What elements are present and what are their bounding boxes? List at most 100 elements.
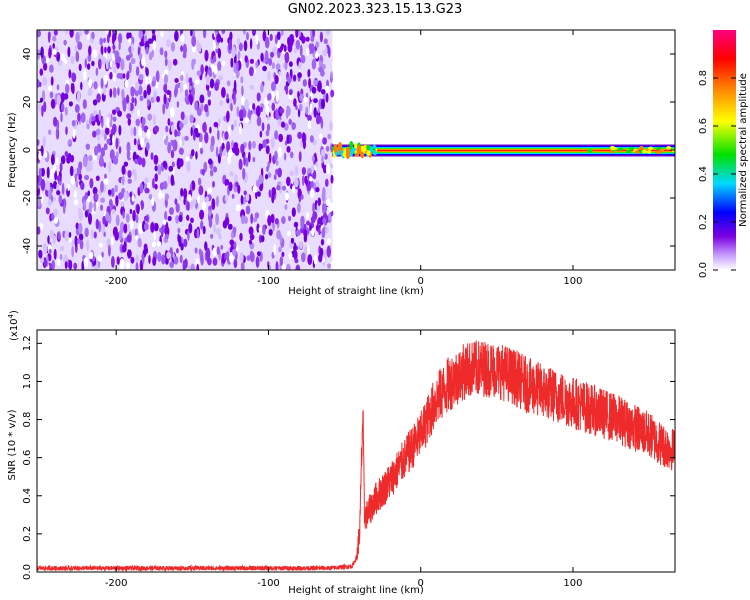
noise-speckle <box>153 154 159 165</box>
noise-speckle <box>190 126 193 137</box>
noise-speckle <box>107 189 112 195</box>
noise-speckle <box>90 229 94 239</box>
noise-speckle <box>287 230 292 237</box>
noise-speckle <box>324 85 330 93</box>
signal-speckle <box>373 150 377 156</box>
noise-speckle <box>330 174 334 184</box>
noise-speckle <box>110 129 114 135</box>
noise-speckle <box>116 151 119 158</box>
noise-speckle <box>321 191 326 203</box>
noise-speckle <box>205 74 210 86</box>
noise-speckle <box>266 123 271 132</box>
noise-speckle <box>275 160 279 166</box>
noise-speckle <box>321 156 324 164</box>
noise-speckle <box>74 104 80 113</box>
noise-speckle <box>42 136 47 148</box>
noise-speckle <box>242 30 246 35</box>
noise-speckle <box>262 30 267 42</box>
noise-speckle <box>325 163 331 175</box>
noise-speckle <box>248 140 252 151</box>
noise-speckle <box>297 131 302 139</box>
noise-speckle <box>140 137 145 148</box>
noise-speckle <box>208 158 213 165</box>
noise-speckle <box>268 229 273 236</box>
signal-speckle <box>349 141 354 150</box>
signal-speckle <box>634 150 640 154</box>
noise-speckle <box>225 179 230 186</box>
noise-speckle <box>52 35 57 42</box>
noise-speckle <box>244 117 250 124</box>
noise-speckle <box>236 106 239 117</box>
noise-speckle <box>77 112 81 122</box>
noise-speckle <box>137 109 141 117</box>
noise-speckle <box>125 261 131 269</box>
noise-speckle <box>317 107 320 114</box>
noise-speckle <box>105 58 109 70</box>
noise-speckle <box>104 178 109 186</box>
noise-speckle <box>270 213 275 224</box>
noise-speckle <box>112 87 117 98</box>
noise-speckle <box>252 103 256 111</box>
noise-speckle <box>231 140 234 149</box>
noise-speckle <box>84 30 89 35</box>
noise-speckle <box>168 59 172 71</box>
noise-speckle <box>279 256 283 267</box>
noise-speckle <box>286 146 291 153</box>
noise-speckle <box>186 161 191 173</box>
noise-speckle <box>68 69 72 79</box>
noise-speckle <box>43 62 48 71</box>
noise-speckle <box>109 59 113 69</box>
noise-speckle <box>213 166 218 173</box>
top-y-axis: -40 -20 0 20 40 <box>22 48 675 254</box>
noise-speckle <box>305 36 310 42</box>
noise-speckle <box>74 45 78 53</box>
noise-speckle <box>56 84 60 91</box>
noise-speckle <box>275 108 279 120</box>
noise-speckle <box>228 181 233 192</box>
noise-speckle <box>81 260 85 270</box>
noise-speckle <box>299 93 305 102</box>
noise-speckle <box>91 31 95 40</box>
noise-speckle <box>164 57 168 67</box>
noise-speckle <box>215 146 219 158</box>
noise-speckle <box>106 138 111 145</box>
noise-speckle <box>100 45 104 56</box>
noise-speckle <box>321 148 326 158</box>
noise-speckle <box>51 259 55 270</box>
noise-speckle <box>40 193 44 204</box>
noise-speckle <box>165 39 171 48</box>
noise-speckle <box>245 205 251 215</box>
noise-speckle <box>137 156 143 166</box>
noise-speckle <box>76 238 81 245</box>
noise-speckle <box>305 47 310 56</box>
noise-speckle <box>228 39 233 51</box>
noise-speckle <box>202 168 205 176</box>
noise-speckle <box>221 87 226 98</box>
noise-speckle <box>189 114 194 124</box>
bottom-x-axis-label: Height of straight line (km) <box>288 585 424 596</box>
noise-speckle <box>70 154 75 163</box>
noise-speckle <box>129 219 134 230</box>
noise-speckle <box>88 77 93 89</box>
noise-speckle <box>169 261 174 269</box>
noise-speckle <box>62 203 66 214</box>
noise-speckle <box>114 50 120 60</box>
noise-speckle <box>309 224 312 231</box>
noise-speckle <box>152 40 157 51</box>
noise-speckle <box>122 210 125 219</box>
noise-speckle <box>245 193 250 202</box>
noise-speckle <box>56 94 61 106</box>
noise-speckle <box>237 184 241 194</box>
noise-speckle <box>326 238 332 246</box>
noise-speckle <box>199 147 204 155</box>
noise-speckle <box>301 167 306 175</box>
bottom-y-tick-label: 1.0 <box>22 373 33 389</box>
noise-speckle <box>180 74 184 81</box>
noise-speckle <box>267 93 272 101</box>
noise-speckle <box>227 223 233 230</box>
noise-speckle <box>71 120 76 127</box>
noise-speckle <box>84 58 88 69</box>
noise-speckle <box>197 108 202 116</box>
noise-speckle <box>321 227 326 239</box>
noise-speckle <box>161 192 165 199</box>
